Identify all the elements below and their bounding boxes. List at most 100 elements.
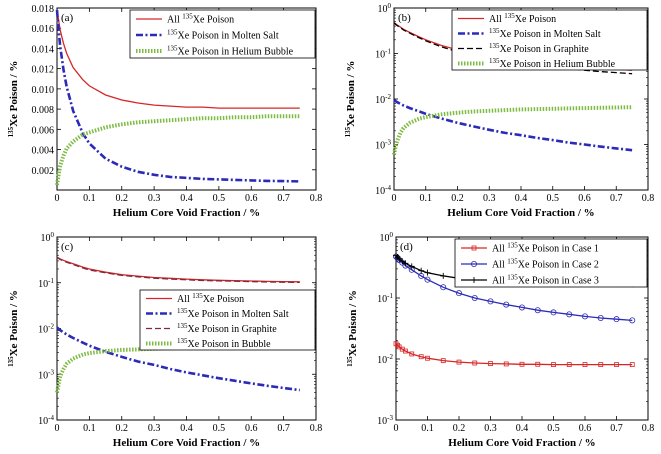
panel-label-part: (b) [398,12,411,24]
data-point [399,258,406,265]
legend-entry-part: 135 [167,29,178,37]
y-axis-label: 135Xe Poison / % [7,61,20,138]
panel-label: (a) [61,12,74,24]
x-axis-label: Helium Core Void Fraction / % [113,207,260,219]
legend-box [451,9,648,71]
x-tick-label-part: 0.6 [245,193,258,204]
data-point [550,309,557,316]
panel-label-part: (d) [400,241,413,253]
y-tick-label-part: 10 [378,4,388,15]
y-axis-label-part: 135 [344,126,352,137]
data-point [488,361,493,367]
y-tick-label: 10-2 [38,323,54,336]
legend-entry-part: 135 [489,57,500,65]
x-tick-label-part: 0.6 [578,193,591,204]
data-point [455,290,462,297]
data-point [402,260,409,267]
x-tick-label-part: 0.8 [310,193,323,204]
y-tick-label-part: 10 [38,370,48,381]
y-tick-label: 100 [378,2,392,15]
series-line [393,98,633,152]
legend-entry-part: 135 [167,45,178,53]
y-tick-label-part: 0.006 [32,125,55,136]
data-point [418,267,425,274]
x-tick-label: 0 [394,423,399,434]
panel-label: (c) [61,241,74,253]
x-tick-label-part: 0.5 [547,193,560,204]
data-point [629,362,635,367]
legend-marker [470,260,477,267]
y-tick-label-part: 10 [375,95,385,106]
legend-entry-part: 135 [504,12,515,20]
x-tick-label-part: 0.7 [610,423,623,434]
legend-entry-part: 135 [177,307,188,315]
y-tick-label-part: 0.002 [32,166,55,177]
legend-entry-part: Xe Poison in Molten Salt [500,29,601,40]
panel-c: 0 0.1 0.2 0.3 0.4 0.5 0.6 0.7 0.810-410-310-210-… [7,231,322,449]
legend-entry-part: Xe Poison in Helium Bubble [500,59,616,70]
x-tick-label-part: 0.3 [484,423,497,434]
x-tick-label-part: 0.4 [516,423,529,434]
y-tick-label-part: -1 [385,48,391,56]
y-tick-label: 0.004 [32,146,55,157]
panel-label: (d) [400,241,413,253]
data-point [425,355,430,361]
x-axis-label: Helium Core Void Fraction / % [448,437,595,449]
y-tick-label: 100 [41,231,55,244]
x-tick-label-part: 0 [55,423,60,434]
legend-entry: 135Xe Poison in Helium Bubble [489,57,616,70]
y-axis-label: 135Xe Poison / % [344,61,357,138]
series-line [395,343,633,366]
data-point [566,362,572,367]
legend-entry-part: All [489,14,504,25]
legend-entry-part: Xe Poison in Case 1 [518,244,599,255]
x-axis-label: Helium Core Void Fraction / % [113,437,260,449]
legend-entry-part: Xe Poison in Molten Salt [188,309,289,320]
legend-entry-part: Xe Poison in Case 2 [518,260,599,271]
y-tick-label: 10-2 [377,353,393,366]
x-tick-label: 0 [55,193,60,204]
y-tick-label: 10-4 [375,184,391,197]
y-tick-label: 10-3 [377,414,393,427]
y-tick-label: 100 [380,231,394,244]
y-tick-label: 10-1 [38,277,54,290]
x-tick-label-part: 0.1 [83,423,96,434]
x-tick-label: 0.4 [180,193,193,204]
x-tick-label: 0.2 [116,193,129,204]
y-tick-label-part: 10 [377,416,387,427]
x-tick-label: 0.7 [277,423,290,434]
x-axis-label: Helium Core Void Fraction / % [447,207,594,219]
y-tick-label-part: 10 [41,233,51,244]
y-tick-label-part: 0.010 [32,85,55,96]
legend-entry: 135Xe Poison in Graphite [489,42,589,55]
series-line [56,326,300,392]
x-axis-label-part: Helium Core Void Fraction / % [113,207,260,219]
legend-entry-part: All [492,260,507,271]
legend-entry-part: Xe Poison in Case 3 [518,276,599,287]
y-tick-label-part: -3 [387,414,393,422]
x-tick-label-part: 0.5 [547,423,560,434]
x-tick-label: 0.5 [213,423,226,434]
y-tick-label-part: 0 [388,2,392,10]
x-tick-label: 0.5 [547,423,560,434]
y-tick-label-part: 10 [377,355,387,366]
y-tick-label-part: 0.012 [32,65,55,76]
data-point [582,362,588,367]
x-tick-label: 0 [392,193,397,204]
x-tick-label: 0.6 [245,193,258,204]
data-point [535,361,541,367]
x-tick-label: 0.8 [310,423,323,434]
series-line [56,9,300,109]
legend-entry: 135Xe Poison in Bubble [177,337,271,350]
legend-entry: All 135Xe Poison [177,292,244,305]
y-axis-label-part: 135 [7,356,15,367]
legend-entry-part: Xe Poison in Graphite [500,44,590,55]
data-point [456,359,462,365]
y-tick-label-part: 0.018 [32,4,55,15]
y-tick-label-part: -1 [48,277,54,285]
x-tick-label-part: 0.2 [116,423,129,434]
y-axis-label-part: Xe Poison / % [8,290,20,356]
x-tick-label: 0.3 [148,193,161,204]
